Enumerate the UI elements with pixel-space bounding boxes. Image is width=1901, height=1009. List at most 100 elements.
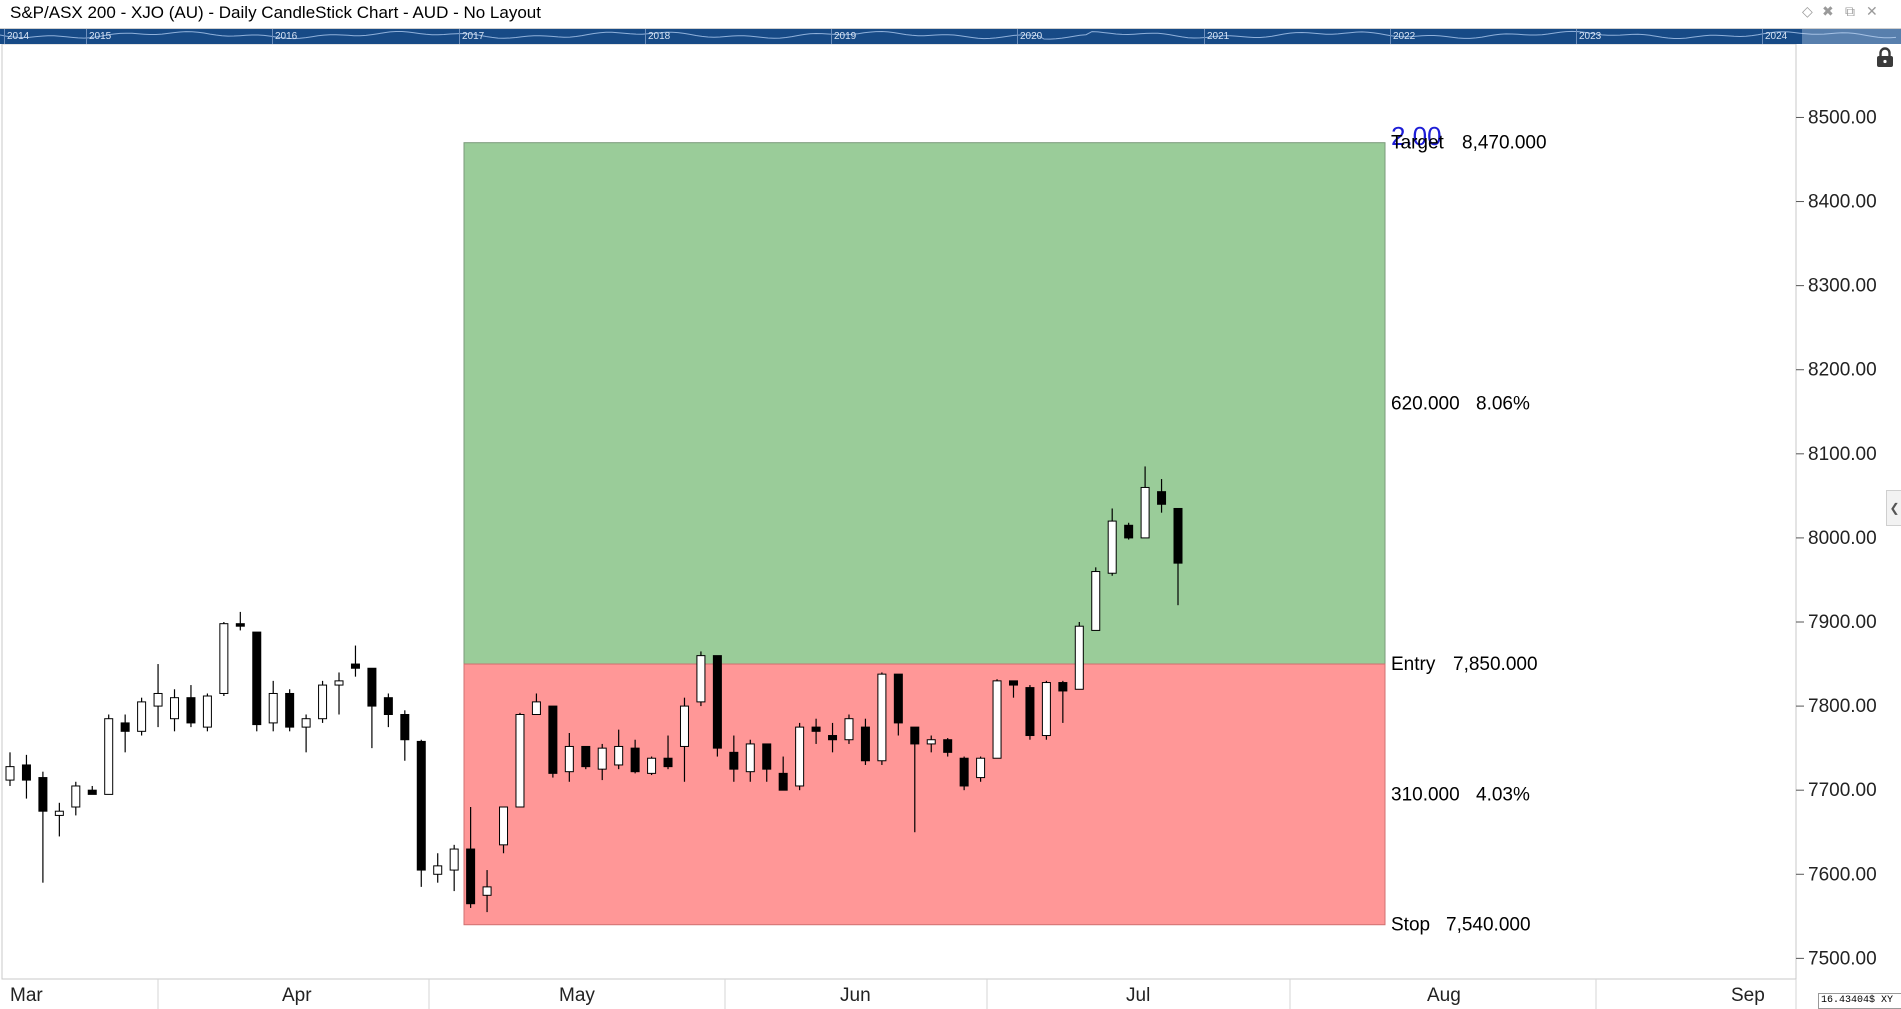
candle-up[interactable] — [219, 623, 229, 694]
lock-icon[interactable] — [1874, 46, 1896, 68]
candle-down[interactable] — [1025, 687, 1035, 737]
risk-reward-ratio: 2.00 — [1391, 121, 1442, 151]
candle-down[interactable] — [581, 745, 591, 768]
restore-icon[interactable]: ⧉ — [1845, 3, 1855, 19]
overview-price-line — [0, 30, 1897, 40]
close-icon[interactable]: ✕ — [1866, 3, 1878, 19]
candle-down[interactable] — [416, 740, 426, 871]
candle-up[interactable] — [104, 718, 114, 795]
target-label: Target — [1391, 133, 1445, 154]
candle-up[interactable] — [54, 810, 64, 816]
loss-zone[interactable] — [463, 663, 1386, 926]
candle-up[interactable] — [334, 680, 344, 686]
candle-down[interactable] — [630, 747, 640, 773]
candle-up[interactable] — [844, 718, 854, 741]
y-axis-label: 8400.00 — [1808, 192, 1877, 213]
candle-up[interactable] — [1091, 571, 1101, 631]
candle-up[interactable] — [877, 673, 887, 762]
candle-down[interactable] — [910, 726, 920, 745]
x-axis-label: Jun — [840, 985, 871, 1006]
candle-up[interactable] — [795, 726, 805, 787]
candle-up[interactable] — [745, 743, 755, 773]
chart-title: S&P/ASX 200 - XJO (AU) - Daily CandleSti… — [10, 3, 541, 22]
y-axis-label: 7700.00 — [1808, 780, 1877, 801]
candle-up[interactable] — [202, 695, 212, 728]
candle-up[interactable] — [926, 739, 936, 745]
overview-year-label: 2021 — [1204, 29, 1229, 44]
candle-down[interactable] — [943, 739, 953, 753]
candle-up[interactable] — [564, 745, 574, 773]
candle-up[interactable] — [976, 757, 986, 779]
overview-window[interactable] — [1802, 29, 1901, 44]
candle-down[interactable] — [712, 655, 722, 749]
candle-down[interactable] — [285, 692, 295, 728]
candle-up[interactable] — [1107, 520, 1117, 574]
candle-down[interactable] — [778, 772, 788, 791]
x-axis-label: Apr — [282, 985, 312, 1006]
candle-down[interactable] — [400, 714, 410, 741]
candle-down[interactable] — [466, 848, 476, 905]
candle-down[interactable] — [38, 777, 48, 812]
candle-down[interactable] — [1173, 507, 1183, 564]
chevron-left-icon[interactable]: ❮ — [1886, 490, 1901, 526]
y-axis-label: 7800.00 — [1808, 696, 1877, 717]
candle-up[interactable] — [71, 785, 81, 808]
candle-up[interactable] — [1140, 486, 1150, 539]
candle-down[interactable] — [762, 743, 772, 770]
candle-down[interactable] — [828, 735, 838, 741]
entry-label: Entry — [1391, 654, 1436, 675]
candle-down[interactable] — [893, 673, 903, 724]
candle-down[interactable] — [367, 667, 377, 707]
diamond-icon[interactable]: ◇ — [1802, 3, 1813, 19]
x-axis-label: Sep — [1731, 985, 1765, 1006]
candle-down[interactable] — [235, 623, 245, 627]
candle-up[interactable] — [992, 680, 1002, 759]
candle-up[interactable] — [170, 697, 180, 720]
candle-down[interactable] — [1058, 682, 1068, 692]
candle-up[interactable] — [449, 848, 459, 871]
profit-zone[interactable] — [463, 142, 1386, 665]
y-axis-label: 7900.00 — [1808, 612, 1877, 633]
candle-up[interactable] — [531, 701, 541, 715]
candle-up[interactable] — [1074, 625, 1084, 690]
candle-up[interactable] — [1041, 682, 1051, 737]
overview-year-label: 2016 — [272, 29, 297, 44]
candle-down[interactable] — [1008, 680, 1018, 686]
candle-down[interactable] — [729, 751, 739, 770]
candle-up[interactable] — [137, 701, 147, 732]
candle-down[interactable] — [1124, 524, 1134, 539]
entry-value: 7,850.000 — [1453, 654, 1538, 675]
candle-down[interactable] — [1157, 491, 1167, 505]
candle-down[interactable] — [663, 757, 673, 768]
candle-down[interactable] — [350, 663, 360, 669]
candle-down[interactable] — [383, 697, 393, 716]
candle-down[interactable] — [87, 789, 97, 795]
overview-year-label: 2024 — [1762, 29, 1787, 44]
candle-up[interactable] — [433, 865, 443, 875]
candle-up[interactable] — [515, 714, 525, 808]
candle-down[interactable] — [860, 726, 870, 762]
candle-up[interactable] — [5, 766, 15, 781]
candle-up[interactable] — [597, 747, 607, 770]
candle-up[interactable] — [696, 655, 706, 703]
candle-down[interactable] — [252, 631, 262, 726]
candle-up[interactable] — [647, 757, 657, 774]
candle-up[interactable] — [499, 806, 509, 846]
candle-down[interactable] — [120, 722, 130, 732]
candle-up[interactable] — [614, 745, 624, 766]
candle-down[interactable] — [186, 697, 196, 724]
x-axis-label: Jul — [1126, 985, 1150, 1006]
candle-down[interactable] — [959, 757, 969, 787]
candle-down[interactable] — [548, 705, 558, 774]
candle-up[interactable] — [679, 705, 689, 747]
candle-down[interactable] — [811, 726, 821, 732]
overview-navigator[interactable]: 2014 2015 2016 2017 2018 2019 2020 2021 2022 2023… — [0, 29, 1901, 44]
candle-up[interactable] — [153, 692, 163, 707]
candle-down[interactable] — [21, 764, 31, 781]
pin-icon[interactable]: ✖ — [1822, 3, 1834, 19]
candle-up[interactable] — [268, 692, 278, 724]
candle-up[interactable] — [482, 886, 492, 896]
candle-up[interactable] — [318, 684, 328, 720]
candle-up[interactable] — [301, 718, 311, 728]
